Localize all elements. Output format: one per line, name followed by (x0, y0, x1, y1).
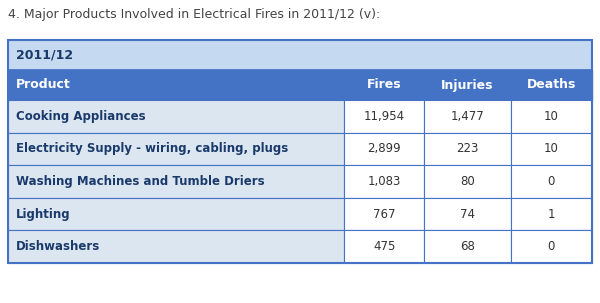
Bar (344, 70, 424, 100)
Bar (344, 230, 424, 263)
Bar (511, 198, 592, 230)
Text: Deaths: Deaths (527, 78, 576, 92)
Text: Fires: Fires (367, 78, 401, 92)
Bar (424, 198, 511, 230)
Text: 1,477: 1,477 (451, 110, 484, 123)
Bar (8, 100, 344, 133)
Bar (511, 70, 592, 100)
Bar (8, 133, 344, 165)
Text: Product: Product (16, 78, 71, 92)
Text: 80: 80 (460, 175, 475, 188)
Text: 11,954: 11,954 (364, 110, 404, 123)
Text: 0: 0 (548, 240, 555, 253)
Text: 2,899: 2,899 (367, 142, 401, 155)
Text: Electricity Supply - wiring, cabling, plugs: Electricity Supply - wiring, cabling, pl… (16, 142, 288, 155)
Text: Injuries: Injuries (442, 78, 494, 92)
Text: 1: 1 (548, 208, 555, 221)
Bar (511, 100, 592, 133)
Text: 1,083: 1,083 (367, 175, 401, 188)
Bar (344, 100, 424, 133)
Text: 767: 767 (373, 208, 395, 221)
Bar (424, 165, 511, 198)
Text: Dishwashers: Dishwashers (16, 240, 100, 253)
Bar (511, 133, 592, 165)
Bar (8, 230, 344, 263)
Text: 68: 68 (460, 240, 475, 253)
Bar (424, 133, 511, 165)
Bar (344, 165, 424, 198)
Text: Washing Machines and Tumble Driers: Washing Machines and Tumble Driers (16, 175, 265, 188)
Text: 4. Major Products Involved in Electrical Fires in 2011/12 (v):: 4. Major Products Involved in Electrical… (8, 8, 380, 21)
Bar (511, 165, 592, 198)
Text: 2011/12: 2011/12 (16, 48, 73, 62)
Bar (8, 40, 592, 70)
Bar (344, 133, 424, 165)
Bar (424, 70, 511, 100)
Bar (511, 230, 592, 263)
Bar (8, 165, 344, 198)
Text: Lighting: Lighting (16, 208, 71, 221)
Bar (424, 100, 511, 133)
Text: 74: 74 (460, 208, 475, 221)
Bar (424, 230, 511, 263)
Text: 0: 0 (548, 175, 555, 188)
Text: 10: 10 (544, 142, 559, 155)
Text: 10: 10 (544, 110, 559, 123)
Text: 223: 223 (457, 142, 479, 155)
Bar (8, 198, 344, 230)
Bar (344, 198, 424, 230)
Text: Cooking Appliances: Cooking Appliances (16, 110, 146, 123)
Text: 475: 475 (373, 240, 395, 253)
Bar (8, 40, 592, 263)
Bar (8, 70, 344, 100)
